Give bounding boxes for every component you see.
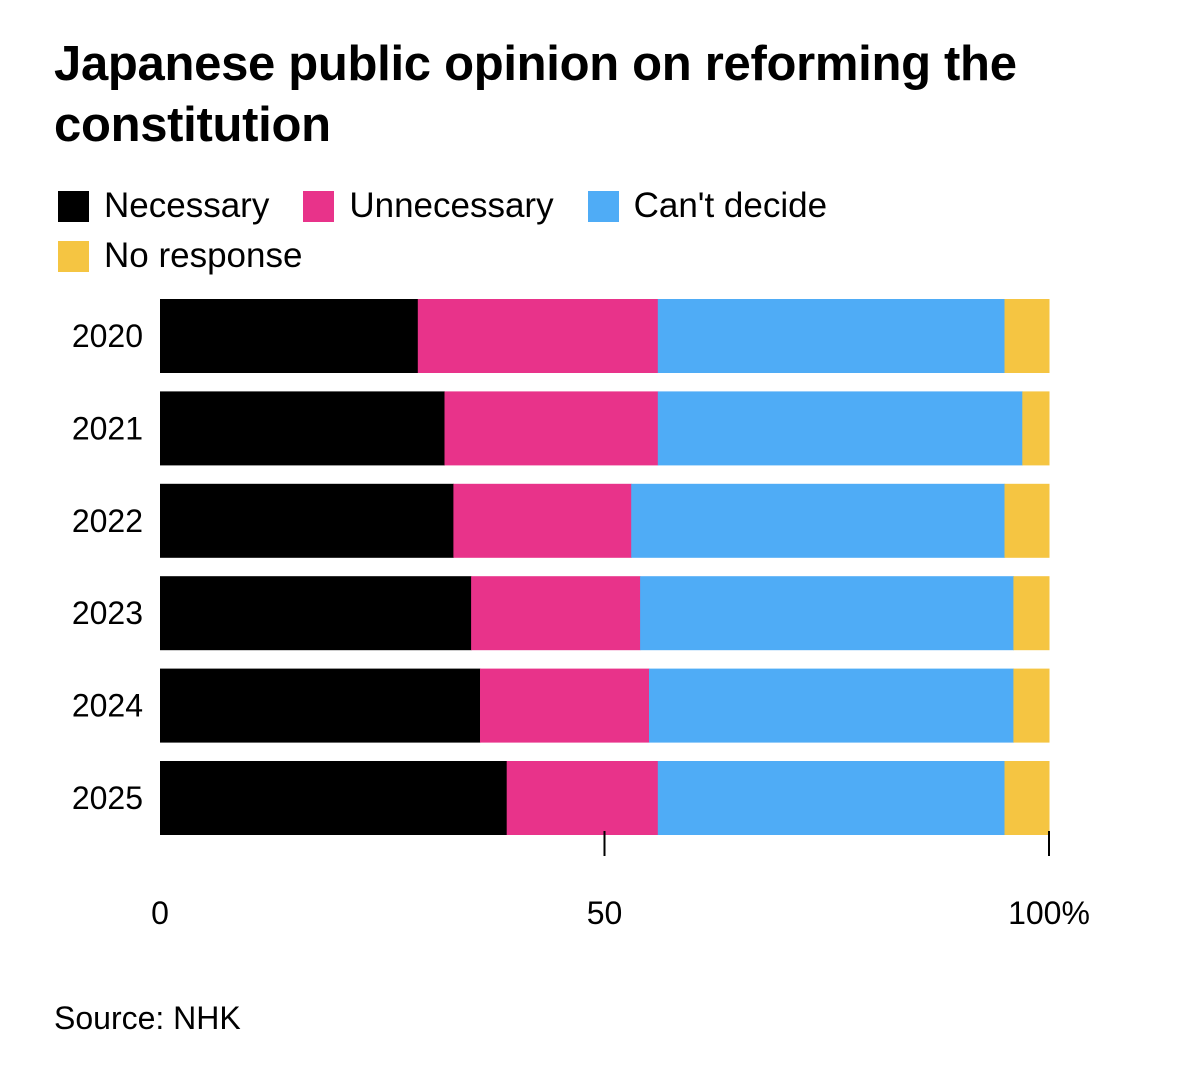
- legend-label-necessary: Necessary: [104, 186, 270, 225]
- legend-swatch-necessary: [58, 190, 89, 222]
- bar-2022-unnecessary: [453, 483, 632, 558]
- category-label-2025: 2025: [72, 780, 143, 816]
- category-label-2020: 2020: [72, 318, 143, 354]
- legend-label-cant-decide: Can't decide: [633, 186, 828, 225]
- legend: Necessary Unnecessary Can't decide No re…: [58, 181, 1158, 281]
- bar-2020-necessary: [160, 299, 419, 373]
- chart-title: Japanese public opinion on reforming the…: [54, 37, 1017, 152]
- x-axis: 0 50 100%: [151, 831, 1090, 931]
- bar-2025-no-response: [1004, 761, 1050, 835]
- source-note: Source: NHK: [54, 1000, 241, 1036]
- x-tick-label-0: 0: [151, 895, 169, 931]
- bar-2024-no-response: [1013, 668, 1050, 743]
- category-label-2022: 2022: [72, 503, 143, 539]
- bar-2021-no-response: [1022, 391, 1050, 466]
- bars-group: 2020 2021 2022 2023 2024 2025: [72, 299, 1050, 835]
- x-tick-label-50: 50: [587, 895, 623, 931]
- bar-2025-unnecessary: [506, 761, 659, 835]
- bar-2024-unnecessary: [480, 668, 650, 743]
- legend-item-unnecessary: Unnecessary: [303, 186, 554, 226]
- legend-item-necessary: Necessary: [58, 186, 269, 226]
- category-label-2021: 2021: [72, 410, 143, 446]
- bar-2022-necessary: [160, 483, 454, 558]
- bar-2023-no-response: [1013, 576, 1050, 651]
- bar-2021-necessary: [160, 391, 445, 466]
- legend-item-cant-decide: Can't decide: [587, 186, 828, 226]
- legend-swatch-cant-decide: [587, 190, 619, 222]
- bar-2023-can-t-decide: [640, 576, 1014, 651]
- legend-label-no-response: No response: [104, 236, 303, 275]
- bar-2025-necessary: [160, 761, 508, 835]
- legend-swatch-no-response: [58, 240, 89, 272]
- category-label-2023: 2023: [72, 595, 143, 631]
- bar-2021-can-t-decide: [657, 391, 1023, 466]
- legend-row-1: Necessary Unnecessary Can't decide: [58, 181, 1158, 231]
- bar-2023-necessary: [160, 576, 472, 651]
- bar-2024-can-t-decide: [649, 668, 1014, 743]
- x-tick-label-100: 100%: [1008, 895, 1090, 931]
- bar-2022-no-response: [1004, 483, 1050, 558]
- legend-item-no-response: No response: [58, 236, 302, 276]
- category-label-2024: 2024: [72, 688, 143, 724]
- bar-2020-no-response: [1004, 299, 1050, 373]
- bar-2025-can-t-decide: [657, 761, 1005, 835]
- bar-2023-unnecessary: [471, 576, 641, 651]
- legend-row-2: No response: [58, 231, 1158, 281]
- bar-2020-can-t-decide: [657, 299, 1005, 373]
- bar-2021-unnecessary: [444, 391, 659, 466]
- bar-2024-necessary: [160, 668, 481, 743]
- bar-2022-can-t-decide: [631, 483, 1006, 558]
- bar-2020-unnecessary: [417, 299, 659, 373]
- legend-swatch-unnecessary: [303, 190, 335, 222]
- legend-label-unnecessary: Unnecessary: [349, 186, 554, 225]
